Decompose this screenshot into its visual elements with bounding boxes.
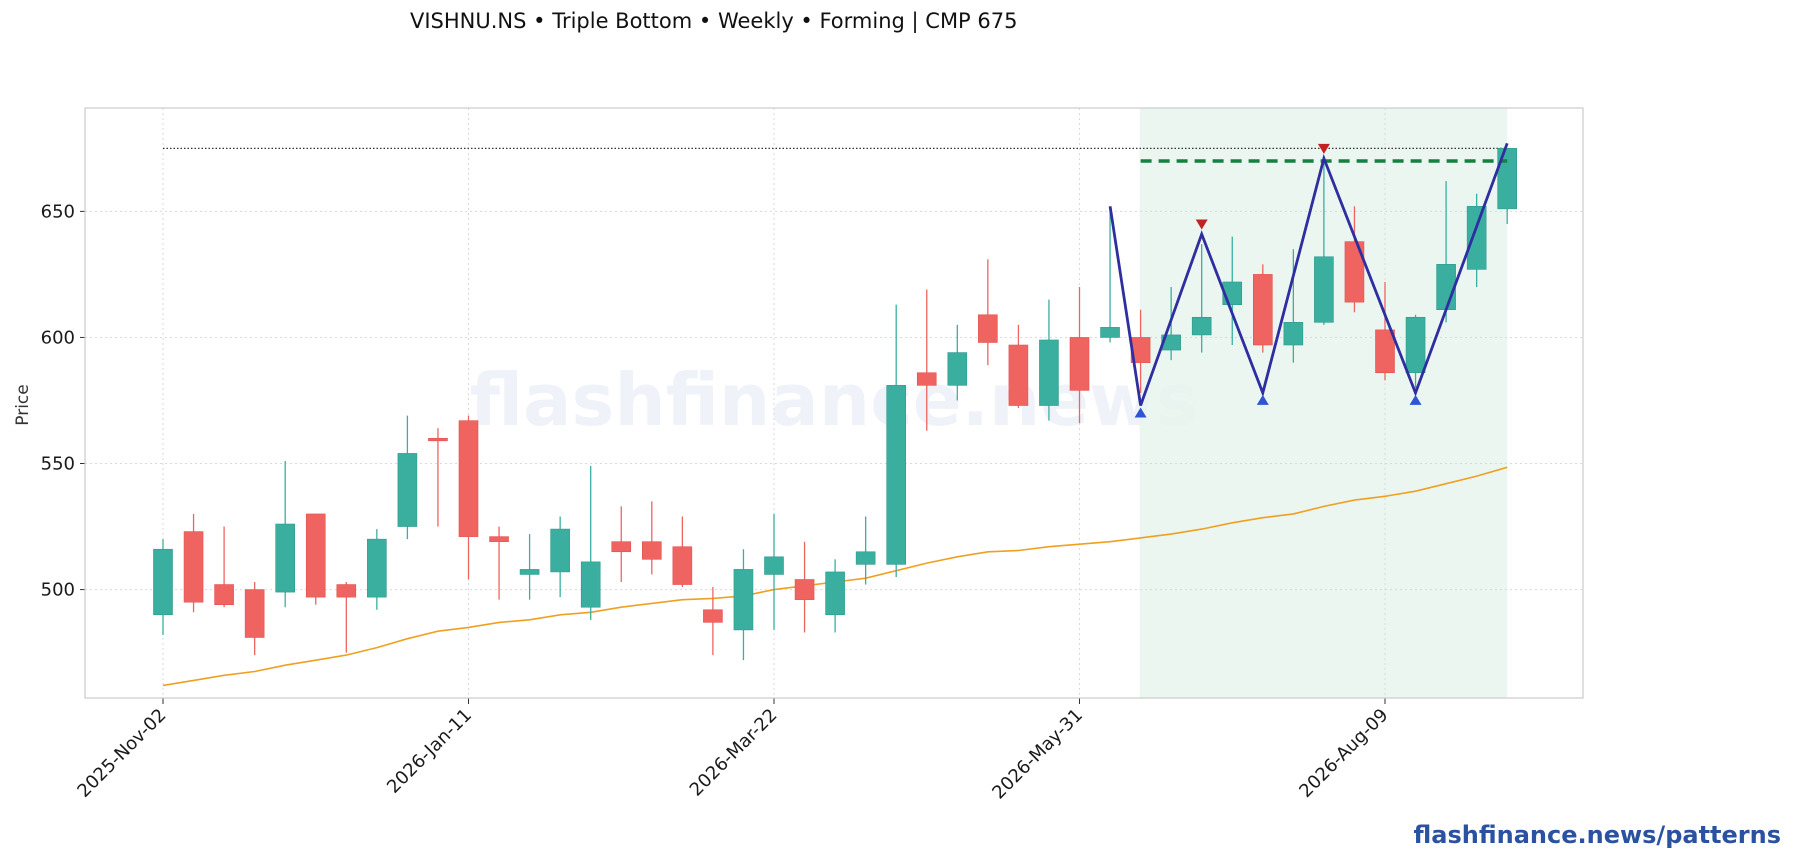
candle-body xyxy=(244,589,265,638)
candle-body xyxy=(305,513,326,598)
x-tick-label: 2026-May-31 xyxy=(988,705,1087,804)
candle-body xyxy=(1283,322,1304,346)
candle-body xyxy=(794,579,815,600)
candle-body xyxy=(1344,241,1365,303)
x-tick-label: 2026-Jan-11 xyxy=(383,705,476,798)
candle-body xyxy=(978,314,998,343)
candle-body xyxy=(580,561,601,608)
candle-body xyxy=(550,528,570,573)
candle-body xyxy=(153,548,173,616)
candle-body xyxy=(519,569,540,575)
candle-body xyxy=(947,352,968,386)
candle-body xyxy=(489,536,509,542)
candle-body xyxy=(703,609,723,623)
candle-body xyxy=(183,531,204,603)
candle-body xyxy=(367,538,387,598)
x-tick-label: 2026-Mar-22 xyxy=(686,705,782,801)
candle-body xyxy=(1466,206,1487,270)
candle-body xyxy=(733,569,754,631)
trough-marker xyxy=(1134,407,1147,418)
peak-marker xyxy=(1317,143,1330,154)
candle-body xyxy=(397,453,418,527)
candle-body xyxy=(428,437,448,442)
candle-body xyxy=(764,556,784,575)
candle-body xyxy=(214,584,234,606)
candle-body xyxy=(275,523,296,593)
candle-body xyxy=(1100,327,1120,338)
candle-body xyxy=(458,420,479,537)
candle-body xyxy=(1405,316,1426,374)
candle-body xyxy=(916,372,937,386)
candle-body xyxy=(855,551,876,565)
candle-body xyxy=(825,571,845,616)
candle-body xyxy=(1008,344,1029,406)
peak-marker xyxy=(1195,219,1208,230)
candle-body xyxy=(1039,339,1059,406)
candle-body xyxy=(1314,256,1334,323)
candle-body xyxy=(611,541,632,553)
candle-body xyxy=(886,385,907,565)
trough-marker xyxy=(1256,394,1269,405)
candle-body xyxy=(672,546,693,585)
x-tick-label: 2025-Nov-02 xyxy=(73,705,170,802)
y-axis-label: Price xyxy=(13,384,33,425)
y-tick-label: 650 xyxy=(41,201,75,222)
candle-body xyxy=(1253,274,1273,346)
candle-body xyxy=(641,541,662,560)
y-tick-label: 600 xyxy=(41,327,75,348)
plot-border xyxy=(84,107,1584,699)
trough-marker xyxy=(1409,394,1422,405)
y-tick-label: 550 xyxy=(41,454,75,475)
candle-body xyxy=(1436,264,1456,311)
candle-body xyxy=(336,584,357,598)
candle-body xyxy=(1375,329,1395,374)
candle-body xyxy=(1069,337,1090,391)
candle-body xyxy=(1497,148,1517,210)
x-tick-label: 2026-Aug-09 xyxy=(1295,705,1392,802)
y-tick-label: 500 xyxy=(41,580,75,601)
footer-watermark-link[interactable]: flashfinance.news/patterns xyxy=(1413,821,1781,849)
candle-body xyxy=(1191,316,1212,336)
chart-title: VISHNU.NS • Triple Bottom • Weekly • For… xyxy=(410,9,1017,34)
pattern-zigzag-line xyxy=(1108,142,1509,406)
